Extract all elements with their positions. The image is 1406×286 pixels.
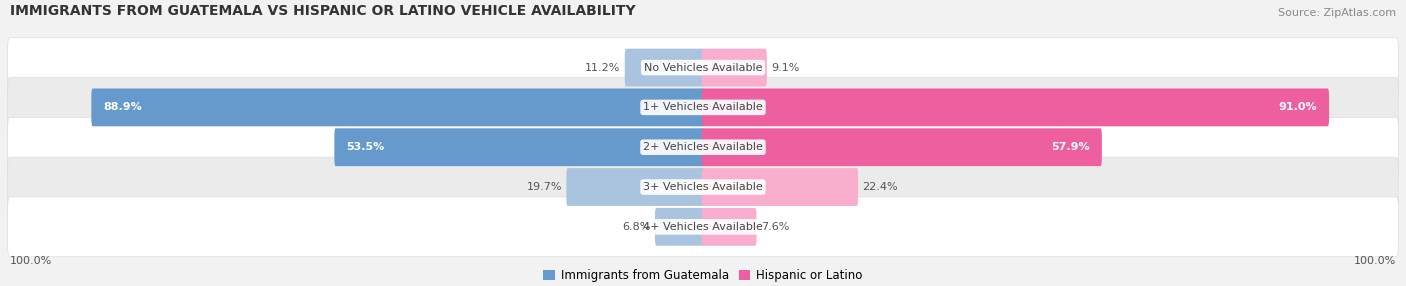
FancyBboxPatch shape [702, 208, 756, 246]
Text: 7.6%: 7.6% [761, 222, 789, 232]
Text: 88.9%: 88.9% [103, 102, 142, 112]
Text: No Vehicles Available: No Vehicles Available [644, 63, 762, 73]
FancyBboxPatch shape [624, 49, 704, 86]
FancyBboxPatch shape [655, 208, 704, 246]
Text: 53.5%: 53.5% [346, 142, 384, 152]
FancyBboxPatch shape [7, 117, 1399, 177]
Text: 57.9%: 57.9% [1052, 142, 1090, 152]
Text: 6.8%: 6.8% [623, 222, 651, 232]
Text: 100.0%: 100.0% [10, 256, 52, 266]
FancyBboxPatch shape [7, 197, 1399, 257]
Text: 1+ Vehicles Available: 1+ Vehicles Available [643, 102, 763, 112]
Text: 22.4%: 22.4% [862, 182, 898, 192]
Text: 2+ Vehicles Available: 2+ Vehicles Available [643, 142, 763, 152]
Legend: Immigrants from Guatemala, Hispanic or Latino: Immigrants from Guatemala, Hispanic or L… [538, 265, 868, 286]
Text: 91.0%: 91.0% [1279, 102, 1317, 112]
FancyBboxPatch shape [702, 49, 766, 86]
FancyBboxPatch shape [7, 38, 1399, 98]
FancyBboxPatch shape [7, 78, 1399, 137]
Text: 11.2%: 11.2% [585, 63, 620, 73]
FancyBboxPatch shape [702, 168, 858, 206]
FancyBboxPatch shape [7, 157, 1399, 217]
Text: 100.0%: 100.0% [1354, 256, 1396, 266]
FancyBboxPatch shape [702, 128, 1102, 166]
Text: IMMIGRANTS FROM GUATEMALA VS HISPANIC OR LATINO VEHICLE AVAILABILITY: IMMIGRANTS FROM GUATEMALA VS HISPANIC OR… [10, 4, 636, 18]
FancyBboxPatch shape [567, 168, 704, 206]
FancyBboxPatch shape [91, 88, 704, 126]
Text: 9.1%: 9.1% [770, 63, 800, 73]
Text: 19.7%: 19.7% [527, 182, 562, 192]
Text: 3+ Vehicles Available: 3+ Vehicles Available [643, 182, 763, 192]
Text: Source: ZipAtlas.com: Source: ZipAtlas.com [1278, 8, 1396, 18]
Text: 4+ Vehicles Available: 4+ Vehicles Available [643, 222, 763, 232]
FancyBboxPatch shape [702, 88, 1329, 126]
FancyBboxPatch shape [335, 128, 704, 166]
